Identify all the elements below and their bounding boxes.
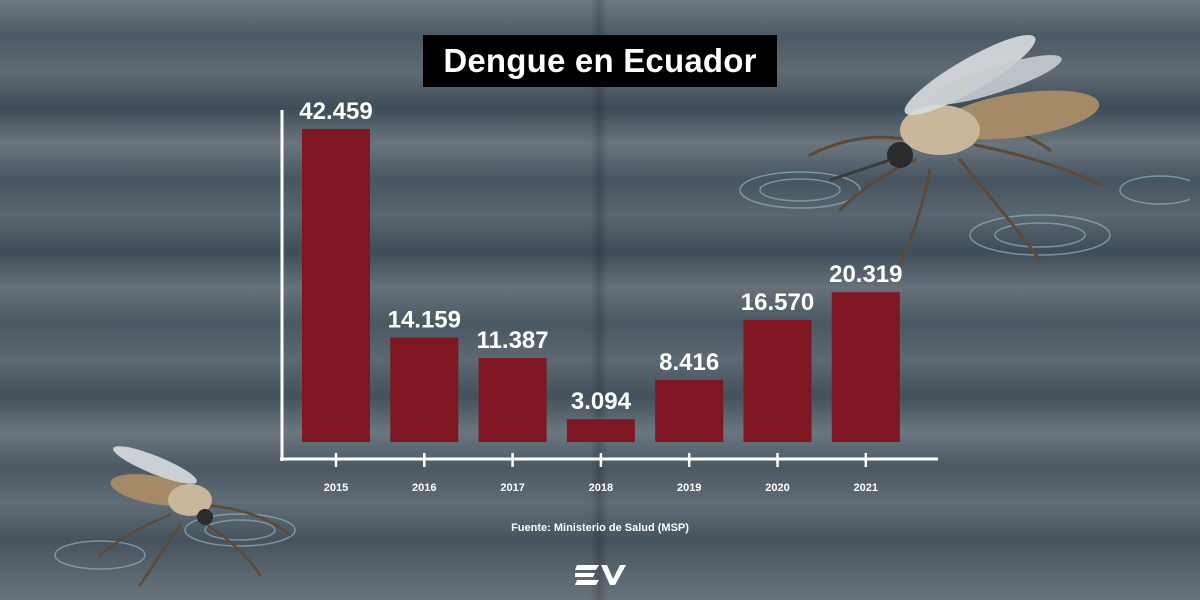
x-tick-label-2016: 2016 bbox=[412, 482, 436, 494]
x-tick-label-2021: 2021 bbox=[854, 482, 878, 494]
bar-2019 bbox=[655, 379, 724, 442]
value-label-2016: 14.159 bbox=[388, 307, 461, 334]
bar-2021 bbox=[831, 292, 900, 442]
bar-2017 bbox=[478, 358, 547, 442]
value-label-2018: 3.094 bbox=[571, 388, 632, 415]
x-tick-label-2017: 2017 bbox=[500, 482, 524, 494]
bar-2015 bbox=[302, 129, 370, 442]
value-label-2019: 8.416 bbox=[659, 349, 719, 376]
ecuavisa-logo-icon bbox=[575, 565, 626, 585]
value-label-2017: 11.387 bbox=[477, 327, 549, 354]
title-box: Dengue en Ecuador bbox=[423, 35, 777, 87]
value-label-2015: 42.459 bbox=[299, 98, 372, 125]
x-tick-label-2018: 2018 bbox=[589, 482, 613, 494]
bar-2016 bbox=[390, 337, 459, 442]
source-note: Fuente: Ministerio de Salud (MSP) bbox=[511, 522, 689, 534]
x-tick-label-2020: 2020 bbox=[765, 482, 789, 494]
value-label-2020: 16.570 bbox=[741, 289, 814, 316]
bar-2020 bbox=[743, 319, 812, 442]
chart-title: Dengue en Ecuador bbox=[443, 42, 757, 79]
mosquito-icon bbox=[54, 446, 296, 587]
x-tick-label-2015: 2015 bbox=[324, 482, 348, 494]
x-tick-label-2019: 2019 bbox=[677, 482, 701, 494]
value-label-2021: 20.319 bbox=[829, 261, 902, 288]
bar-2018 bbox=[566, 419, 635, 442]
mosquito-icon bbox=[739, 35, 1190, 267]
